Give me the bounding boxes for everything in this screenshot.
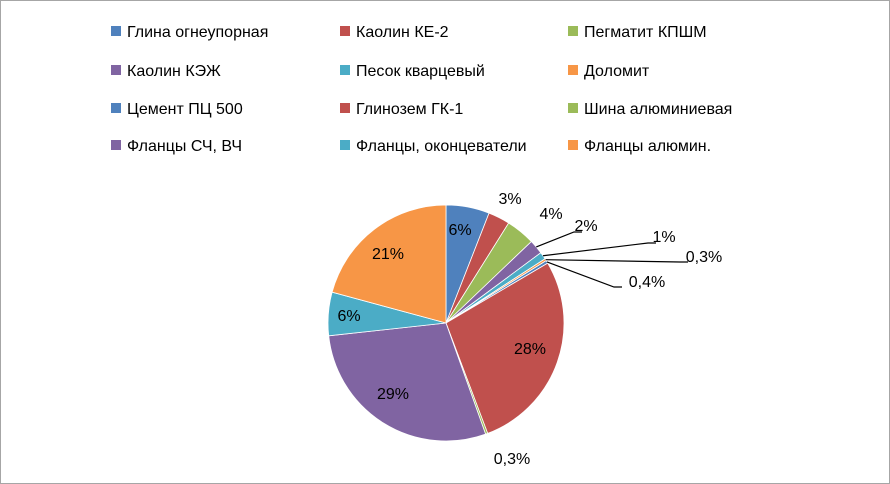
pie-slice [445, 262, 565, 434]
legend-entry: Каолин КЭЖ [111, 63, 221, 80]
data-label: 29% [377, 386, 409, 403]
legend-swatch [111, 140, 121, 150]
legend-label: Глина огнеупорная [127, 24, 268, 41]
legend-swatch [568, 65, 578, 75]
legend-entry: Шина алюминиевая [568, 101, 732, 118]
pie-slice [328, 322, 487, 442]
legend-swatch [111, 65, 121, 75]
legend-swatch [568, 103, 578, 113]
legend-label: Глинозем ГК-1 [356, 101, 463, 118]
data-label: 4% [539, 206, 562, 223]
data-label: 2% [574, 218, 597, 235]
legend-entry: Доломит [568, 63, 650, 80]
legend-label: Каолин КЕ-2 [356, 24, 449, 41]
legend-label: Каолин КЭЖ [127, 63, 221, 80]
legend-label: Фланцы, оконцеватели [356, 138, 527, 155]
data-label: 3% [498, 191, 521, 208]
legend-swatch [568, 140, 578, 150]
data-label: 6% [337, 308, 360, 325]
data-label: 0,3% [494, 451, 530, 468]
legend-entry: Фланцы алюмин. [568, 138, 711, 155]
legend-entry: Песок кварцевый [340, 63, 485, 80]
legend-label: Фланцы алюмин. [584, 138, 711, 155]
legend-entry: Фланцы, оконцеватели [340, 138, 527, 155]
data-label: 6% [448, 222, 471, 239]
data-labels: 6% 3% 4% 2% 1% 0,3% 0,4% 28% 0,3% 29% 6% 21% [337, 191, 722, 468]
legend-label: Доломит [584, 63, 650, 80]
leader-line [546, 261, 622, 288]
legend-entry: Глина огнеупорная [111, 24, 268, 41]
legend-label: Шина алюминиевая [584, 101, 732, 118]
legend-entry: Каолин КЕ-2 [340, 24, 449, 41]
legend-swatch [340, 26, 350, 36]
data-label: 28% [514, 341, 546, 358]
data-label: 0,4% [629, 274, 665, 291]
leader-line [536, 231, 582, 248]
legend-entry: Цемент ПЦ 500 [111, 101, 243, 118]
data-label: 1% [652, 229, 675, 246]
legend: Глина огнеупорная Каолин КЕ-2 Пегматит КПШ… [111, 24, 732, 155]
legend-label: Цемент ПЦ 500 [127, 101, 243, 118]
legend-entry: Пегматит КПШМ [568, 24, 707, 41]
data-label: 0,3% [686, 249, 722, 266]
leader-lines [536, 231, 688, 288]
legend-label: Фланцы СЧ, ВЧ [127, 138, 242, 155]
legend-swatch [111, 103, 121, 113]
legend-swatch [340, 140, 350, 150]
pie-slice [331, 204, 447, 324]
legend-label: Песок кварцевый [356, 63, 485, 80]
legend-label: Пегматит КПШМ [584, 24, 707, 41]
leader-line [542, 242, 656, 257]
leader-line [545, 259, 688, 263]
legend-swatch [568, 26, 578, 36]
legend-swatch [111, 26, 121, 36]
legend-swatch [340, 103, 350, 113]
pie-slices [327, 204, 565, 442]
legend-entry: Глинозем ГК-1 [340, 101, 463, 118]
legend-entry: Фланцы СЧ, ВЧ [111, 138, 242, 155]
legend-swatch [340, 65, 350, 75]
data-label: 21% [372, 246, 404, 263]
